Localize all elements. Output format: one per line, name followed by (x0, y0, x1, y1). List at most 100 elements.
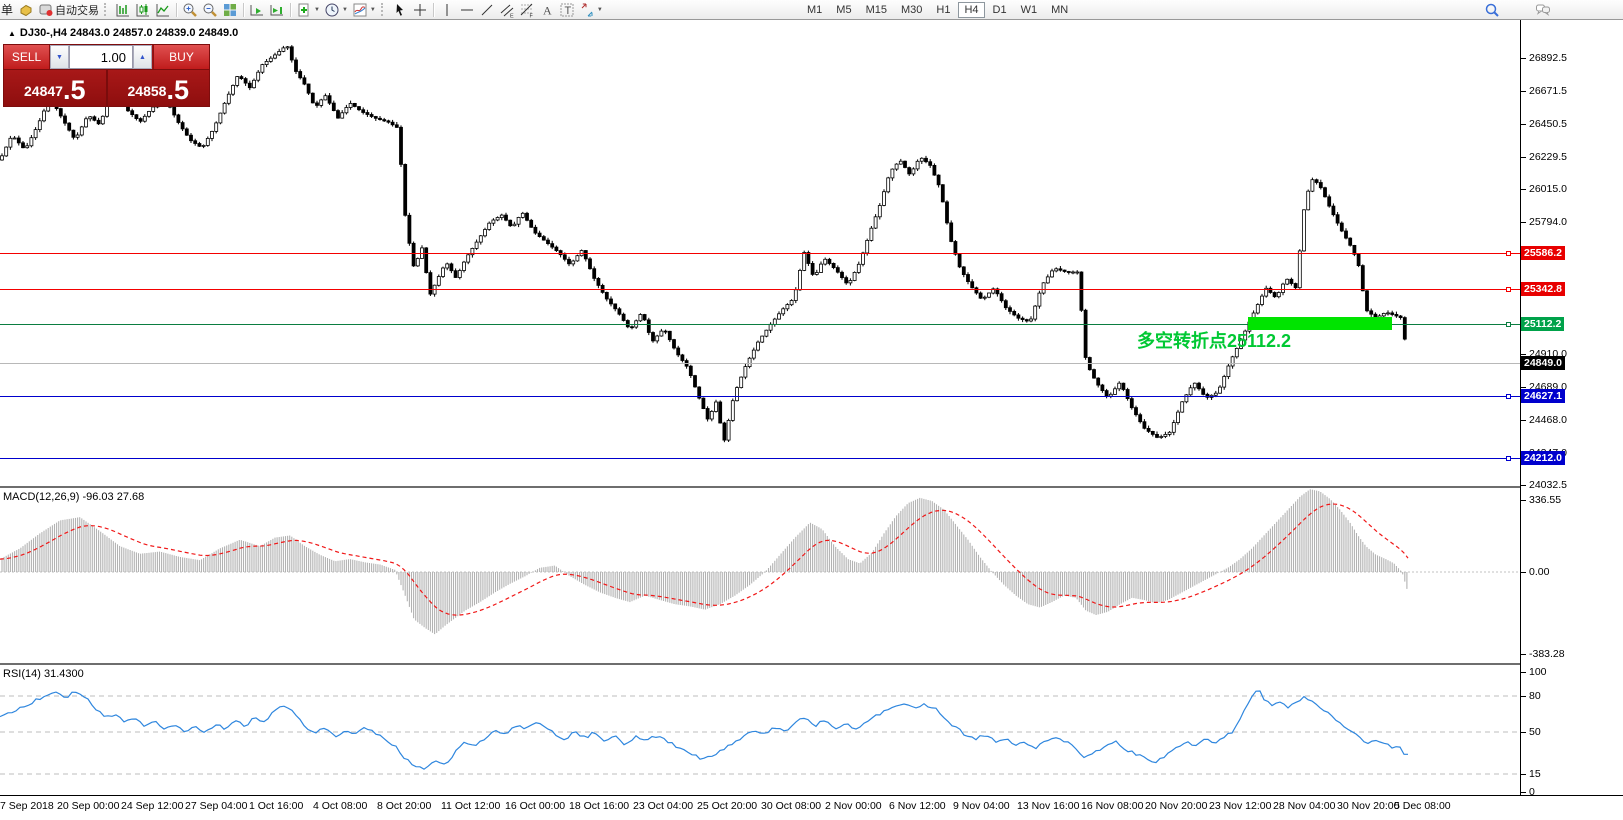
bid-price[interactable]: 24847.5 (4, 70, 108, 106)
one-click-trading-panel: SELL ▼ 1.00 ▲ BUY 24847.5 24858.5 (3, 44, 210, 107)
horizontal-level-line-25342.8[interactable] (0, 289, 1520, 290)
horizontal-line-tool-button[interactable] (457, 1, 477, 18)
ask-price[interactable]: 24858.5 (107, 70, 209, 106)
time-axis-label: 9 Nov 04:00 (953, 800, 1010, 812)
time-axis-label: 11 Oct 12:00 (441, 800, 501, 812)
line-chart-button[interactable] (153, 1, 173, 18)
auto-scroll-icon (250, 4, 264, 15)
gold-badge-icon[interactable] (16, 1, 36, 18)
ohlc-bars-chart-button[interactable] (113, 1, 133, 18)
text-tool-button[interactable]: A (537, 1, 557, 18)
autotrade-button[interactable]: 自动交易 (36, 1, 101, 18)
macd-series (0, 489, 1520, 635)
volume-decrease-button[interactable]: ▼ (50, 45, 69, 69)
level-highlight-rect[interactable] (1248, 317, 1392, 330)
symbol-ohlc-header: ▲ DJ30-,H4 24843.0 24857.0 24839.0 24849.… (8, 27, 239, 39)
time-axis-label: 5 Dec 08:00 (1394, 800, 1451, 812)
pane-separator[interactable] (0, 486, 1623, 488)
horizontal-level-line-25112.2[interactable] (0, 324, 1520, 325)
horizontal-line-icon (460, 9, 473, 10)
candlestick-chart-button[interactable] (133, 1, 153, 18)
axis-tick-label: 0 (1521, 786, 1535, 798)
chart-shift-button[interactable] (267, 1, 287, 18)
price-chart-pane[interactable]: 多空转折点25112.2 ▲ DJ30-,H4 24843.0 24857.0 2… (0, 19, 1520, 486)
axis-tick-label: 50 (1521, 726, 1541, 738)
time-axis-label: 24 Sep 12:00 (121, 800, 184, 812)
axis-tick-label: 26229.5 (1521, 151, 1567, 163)
axis-tick-label: 100 (1521, 666, 1547, 678)
pane-separator[interactable] (0, 663, 1623, 665)
axis-tick-label: 0.00 (1521, 566, 1549, 578)
time-axis-label: 25 Oct 20:00 (697, 800, 758, 812)
auto-scroll-button[interactable] (247, 1, 267, 18)
new-order-button[interactable]: ▼ (294, 1, 322, 18)
indicators-button[interactable]: ▼ (350, 1, 378, 18)
timeframe-button-m1[interactable]: M1 (807, 3, 823, 16)
timeframe-button-h1[interactable]: H1 (936, 3, 951, 16)
horizontal-level-line-24212[interactable] (0, 458, 1520, 459)
tile-windows-button[interactable] (220, 1, 240, 18)
time-axis-label: 7 Sep 2018 (0, 800, 54, 812)
timeframe-button-mn[interactable]: MN (1051, 3, 1069, 16)
gold-badge-icon (20, 4, 32, 16)
timeframe-button-d1[interactable]: D1 (992, 3, 1007, 16)
time-axis-label: 23 Oct 04:00 (633, 800, 694, 812)
timeframe-menu-button[interactable]: ▼ (322, 1, 350, 18)
channel-tool-button[interactable]: E (497, 1, 517, 19)
chat-button[interactable] (1533, 1, 1553, 18)
fibonacci-tool-button[interactable]: F (517, 1, 537, 19)
time-axis-label: 28 Nov 04:00 (1273, 800, 1336, 812)
time-axis-label: 6 Nov 12:00 (889, 800, 946, 812)
equidistant-channel-icon: E (500, 4, 514, 19)
timeframe-button-w1[interactable]: W1 (1020, 3, 1038, 16)
text-label-tool-button[interactable]: T (557, 1, 577, 18)
time-axis-label: 18 Oct 16:00 (569, 800, 630, 812)
new-order-icon (298, 3, 309, 16)
vertical-line-tool-button[interactable] (437, 1, 457, 18)
axis-tick-label: 336.55 (1521, 494, 1561, 506)
timeframe-button-m30[interactable]: M30 (900, 3, 923, 16)
chart-shift-icon (270, 4, 284, 15)
chevron-down-icon: ▼ (341, 6, 348, 13)
level-line-handle[interactable] (1506, 394, 1511, 399)
timeframe-button-h4[interactable]: H4 (958, 1, 985, 18)
zoom-out-button[interactable] (200, 1, 220, 18)
time-axis[interactable]: 7 Sep 2018 20 Sep 00:00 24 Sep 12:00 27 Sep… (0, 795, 1623, 820)
chat-bubbles-icon (1536, 4, 1550, 16)
time-axis-label: 16 Oct 00:00 (505, 800, 566, 812)
chevron-down-icon: ▼ (369, 6, 376, 13)
cursor-tool-button[interactable] (390, 1, 410, 18)
crosshair-tool-button[interactable] (410, 1, 430, 18)
macd-pane[interactable]: MACD(12,26,9) -96.03 27.68 (0, 489, 1520, 663)
zoom-in-button[interactable] (180, 1, 200, 18)
timeframe-button-m15[interactable]: M15 (865, 3, 887, 16)
time-axis-label: 8 Oct 20:00 (377, 800, 432, 812)
trendline-tool-button[interactable] (477, 1, 497, 18)
volume-input[interactable]: 1.00 (69, 45, 133, 69)
search-button[interactable] (1482, 1, 1502, 18)
volume-increase-button[interactable]: ▲ (133, 45, 152, 69)
line-chart-icon (156, 3, 170, 16)
sell-button[interactable]: SELL (4, 45, 50, 69)
timeframe-button-m5[interactable]: M5 (836, 3, 852, 16)
axis-tick-label: 26450.5 (1521, 118, 1567, 130)
buy-button[interactable]: BUY (153, 45, 209, 69)
level-line-handle[interactable] (1506, 322, 1511, 327)
arrows-icon (581, 3, 593, 16)
price-level-badge: 24849.0 (1521, 356, 1565, 370)
axis-tick-label: 24032.5 (1521, 479, 1567, 491)
price-axis[interactable]: 26892.5 26671.5 26450.5 26229.5 26015.0 25794… (1520, 19, 1623, 798)
level-line-handle[interactable] (1506, 456, 1511, 461)
zoom-in-icon (183, 3, 197, 17)
level-line-handle[interactable] (1506, 251, 1511, 256)
price-level-badge: 25586.2 (1521, 246, 1565, 260)
rsi-series (0, 690, 1520, 775)
level-line-handle[interactable] (1506, 287, 1511, 292)
rsi-pane[interactable]: RSI(14) 31.4300 (0, 666, 1520, 795)
time-axis-label: 20 Nov 20:00 (1145, 800, 1208, 812)
pivot-annotation-text[interactable]: 多空转折点25112.2 (1137, 331, 1292, 351)
horizontal-level-line-25586.2[interactable] (0, 253, 1520, 254)
arrows-tool-button[interactable]: ▼ (577, 1, 605, 18)
horizontal-level-line-24627.1[interactable] (0, 396, 1520, 397)
menu-fragment[interactable]: 单 (1, 3, 14, 17)
